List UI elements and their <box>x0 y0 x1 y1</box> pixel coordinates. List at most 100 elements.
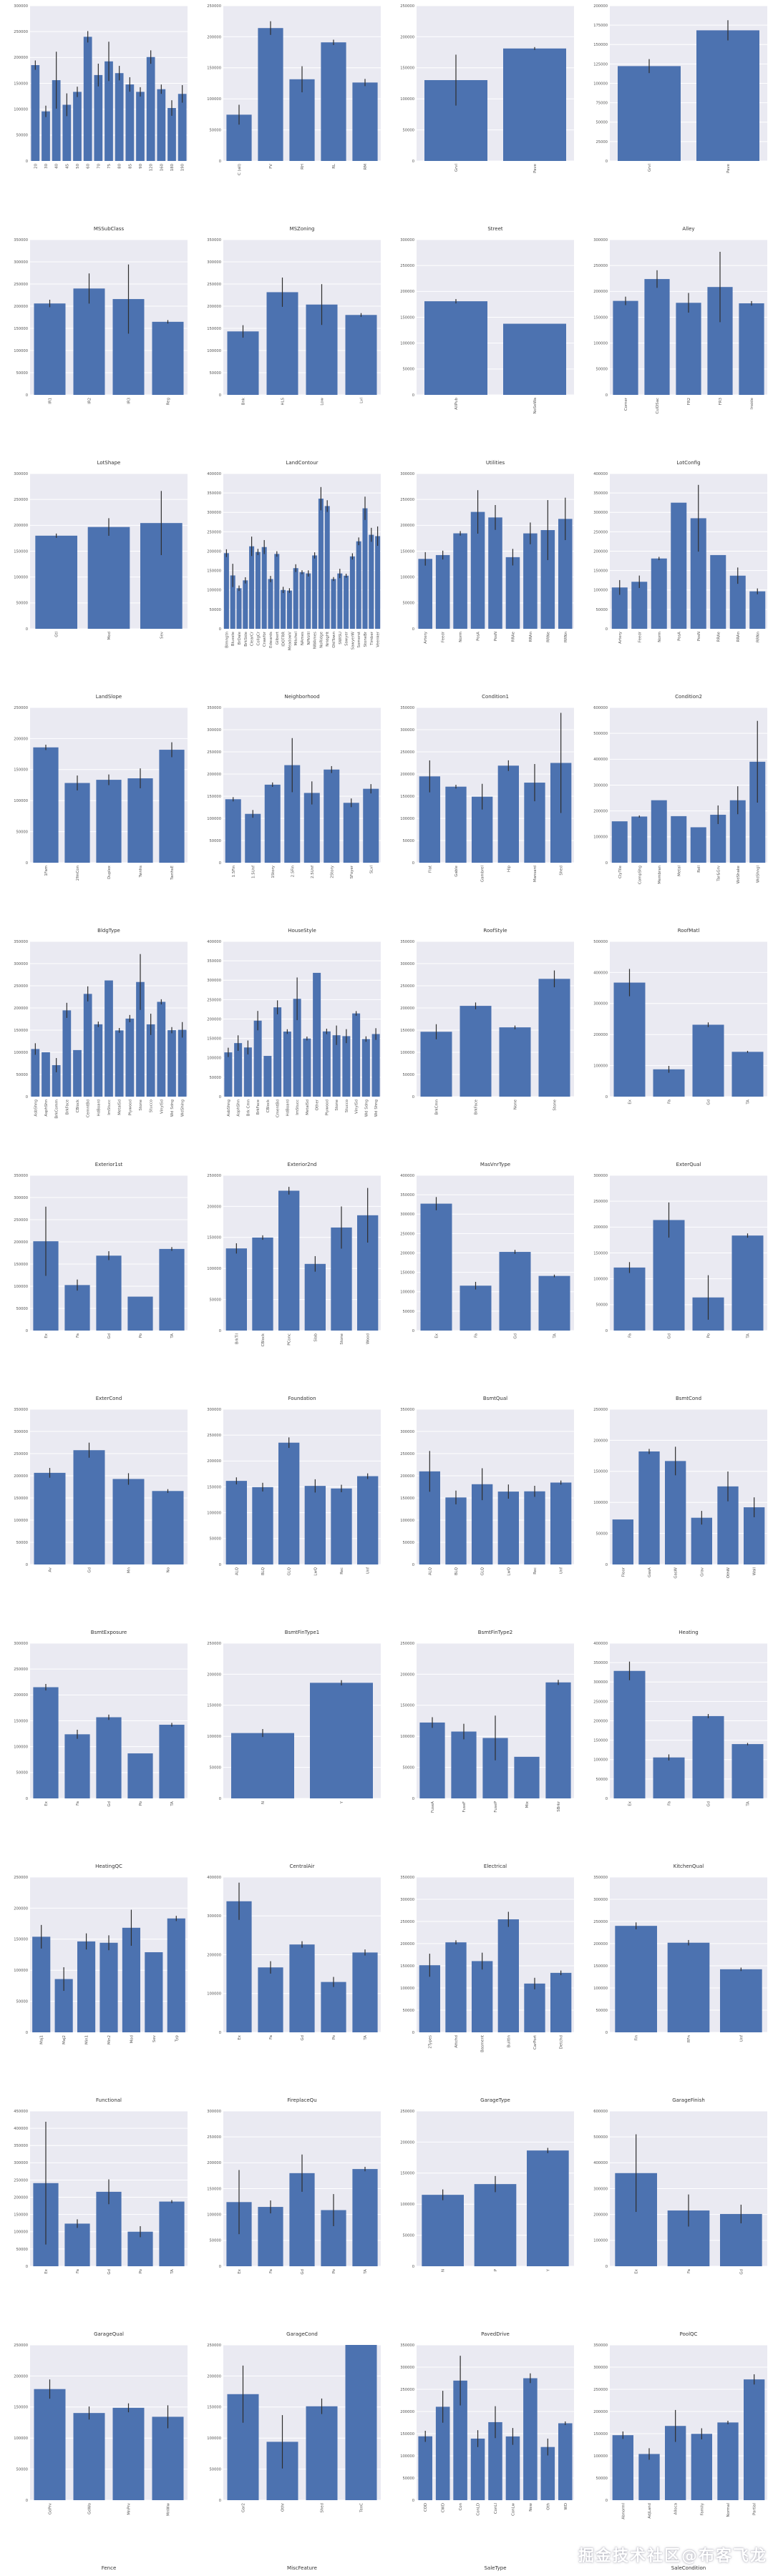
bar <box>230 575 235 629</box>
y-tick-label: 0 <box>412 2499 414 2503</box>
bar <box>304 1486 326 1564</box>
x-tick-label: Inside <box>750 397 754 409</box>
bar <box>731 1052 764 1097</box>
bar-chart-BsmtExposure: 0 50000 100000 150000 200000 250000 300000 3500… <box>14 1408 188 1635</box>
bar <box>152 2416 184 2500</box>
y-tick-label: 200000 <box>593 290 608 294</box>
y-tick-label: 300000 <box>14 1430 28 1434</box>
x-tick-label: Bnk <box>242 397 246 405</box>
bar-chart-LotConfig: 0 50000 100000 150000 200000 250000 300000 Corn… <box>593 238 767 466</box>
bar <box>293 568 298 629</box>
y-tick-label: 50000 <box>16 1771 28 1776</box>
y-tick-label: 250000 <box>207 998 221 1002</box>
bar <box>159 1248 185 1331</box>
bar <box>281 589 286 629</box>
x-tick-label: Alloca <box>674 2503 679 2514</box>
x-tick-label: HdBoard <box>97 1100 101 1116</box>
y-tick-label: 75000 <box>595 102 608 106</box>
x-tick-label: Fa <box>628 1333 633 1338</box>
y-tick-label: 50000 <box>209 2239 221 2243</box>
x-tick-label: Partial <box>753 2503 757 2515</box>
x-axis-label: HouseStyle <box>288 928 316 934</box>
y-tick-label: 0 <box>219 2031 221 2035</box>
y-tick-label: 100000 <box>207 2437 221 2441</box>
x-tick-label: GasA <box>648 1567 652 1577</box>
y-tick-label: 200000 <box>14 1007 28 1011</box>
y-tick-label: 350000 <box>400 2344 414 2348</box>
bar <box>453 2380 467 2500</box>
bar <box>611 821 628 863</box>
bar <box>299 572 305 629</box>
y-tick-label: 200000 <box>593 2410 608 2414</box>
y-tick-label: 50000 <box>402 602 414 606</box>
x-tick-label: NWAmes <box>313 632 318 649</box>
y-tick-label: 100000 <box>14 576 28 580</box>
bar <box>497 1919 519 2032</box>
bar <box>710 554 726 629</box>
x-axis-label: LandContour <box>286 460 318 466</box>
x-tick-label: HdBoard <box>286 1100 290 1116</box>
x-tick-label: CBlock <box>76 1099 80 1112</box>
x-tick-label: Fa <box>475 1333 479 1338</box>
bar <box>363 788 379 863</box>
x-tick-label: FR3 <box>719 398 723 405</box>
bar <box>283 1032 291 1097</box>
bar-chart-HouseStyle: 0 50000 100000 150000 200000 250000 300000 3500… <box>207 706 381 934</box>
y-tick-label: 300000 <box>400 1430 414 1434</box>
y-tick-label: 150000 <box>593 1964 608 1969</box>
y-tick-label: 0 <box>606 861 608 866</box>
x-tick-label: Gd <box>107 1333 112 1339</box>
y-tick-label: 500000 <box>593 732 608 736</box>
x-axis-label: Alley <box>682 226 694 232</box>
y-tick-label: 0 <box>606 1797 608 1801</box>
x-tick-label: 2.5Fin <box>291 866 295 877</box>
bar <box>653 1069 685 1097</box>
subplot-Neighborhood: 0 50000 100000 150000 200000 250000 300000 3500… <box>193 468 386 702</box>
y-tick-label: 200000 <box>400 2410 414 2414</box>
bar <box>274 554 280 629</box>
subplot-LandContour: 0 50000 100000 150000 200000 250000 300000 3500… <box>193 234 386 468</box>
y-tick-label: 100000 <box>593 82 608 86</box>
y-tick-label: 300000 <box>14 962 28 966</box>
x-tick-label: BrkCmn <box>435 1100 439 1115</box>
bar <box>226 1901 252 2032</box>
x-tick-label: RRAn <box>736 632 741 642</box>
bar <box>225 1248 247 1331</box>
bar <box>321 1982 346 2032</box>
x-tick-label: Gambrel <box>481 866 485 882</box>
y-tick-label: 50000 <box>402 1541 414 1545</box>
bar <box>286 590 292 629</box>
y-tick-label: 150000 <box>14 2406 28 2410</box>
x-tick-label: Norm <box>459 632 463 642</box>
y-tick-label: 250000 <box>400 1642 414 1646</box>
x-axis-label: Foundation <box>288 1396 316 1401</box>
y-tick-label: 50000 <box>402 1766 414 1771</box>
bar <box>470 2438 485 2500</box>
x-tick-label: Fa <box>76 1801 80 1806</box>
subplot-Condition1: 0 50000 100000 150000 200000 250000 300000 Arte… <box>386 468 580 702</box>
x-tick-label: AsphShn <box>237 1100 241 1117</box>
subplot-GarageFinish: 0 50000 100000 150000 200000 250000 300000 3500… <box>580 1871 773 2105</box>
bar <box>653 1220 685 1331</box>
y-tick-label: 200000 <box>400 1474 414 1479</box>
y-tick-label: 50000 <box>595 1303 608 1308</box>
bar-chart-GarageQual: 0 50000 100000 150000 200000 250000 300000 3500… <box>14 2110 188 2337</box>
bar <box>34 303 66 395</box>
x-tick-label: WdShing <box>181 1100 185 1117</box>
plot-area <box>610 2345 767 2500</box>
y-tick-label: 50000 <box>16 602 28 606</box>
y-tick-label: 100000 <box>593 1501 608 1505</box>
x-tick-label: NPkVill <box>307 632 311 645</box>
bar-chart-Exterior1st: 0 50000 100000 150000 200000 250000 300000 3500… <box>14 940 188 1167</box>
y-tick-label: 150000 <box>207 67 221 71</box>
y-tick-label: 200000 <box>593 1225 608 1230</box>
y-tick-label: 200000 <box>593 2213 608 2218</box>
y-tick-label: 250000 <box>207 283 221 287</box>
y-tick-label: 0 <box>412 1563 414 1567</box>
x-tick-label: Maj1 <box>40 2035 44 2044</box>
subplot-MiscFeature: 0 50000 100000 150000 200000 250000 Gar2 Othr Sh… <box>193 2339 386 2573</box>
bar <box>558 2423 573 2500</box>
x-tick-label: Artery <box>424 631 428 644</box>
x-axis-label: RoofMatl <box>678 928 700 934</box>
x-axis-label: Utilities <box>486 460 505 466</box>
